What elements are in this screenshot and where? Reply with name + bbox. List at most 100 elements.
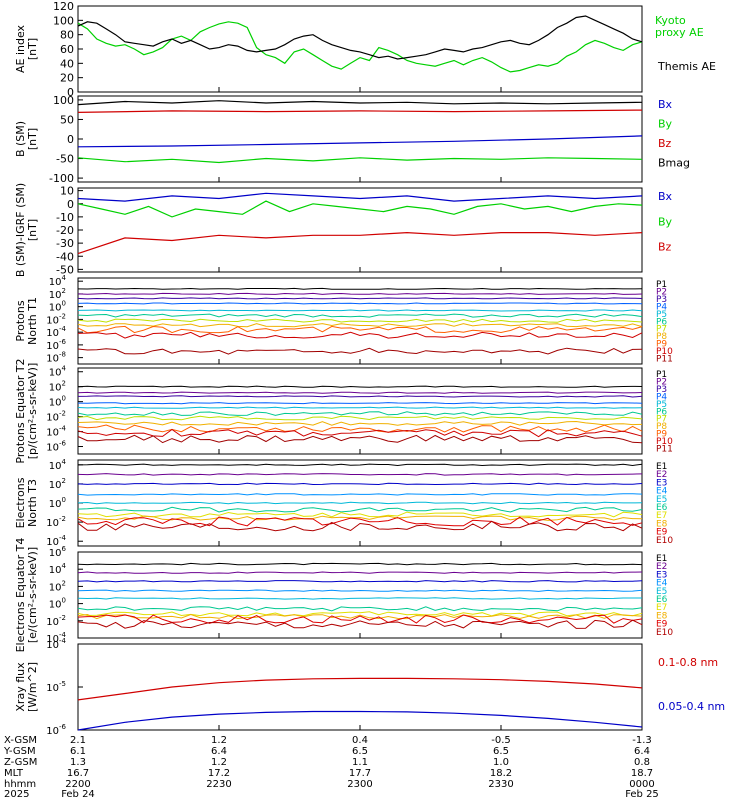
legend-entry-p5: P5: [656, 400, 667, 410]
y-tick-label: 60: [60, 43, 74, 56]
y-axis-label: [nT]: [26, 128, 39, 150]
ephemeris-row-label: 2025: [4, 789, 29, 800]
channel-line-e8: [77, 515, 643, 521]
y-axis-label: Electrons Equator T4: [14, 538, 27, 653]
y-axis-label: [nT]: [26, 219, 39, 241]
ephemeris-value: 2.1: [70, 735, 86, 746]
y-axis-label: [nT]: [26, 38, 39, 60]
series-line-0-05-0-4-nm: [77, 710, 643, 731]
ephemeris-row-label: Y-GSM: [3, 746, 36, 757]
legend-entry-p8: P8: [656, 332, 667, 342]
channel-line-e5: [77, 597, 642, 600]
y-tick-label: 102: [49, 380, 66, 394]
y-tick-label: 10-4: [46, 425, 66, 439]
channel-line-p6: [77, 313, 643, 318]
legend-entry-e3: E3: [656, 478, 667, 488]
ephemeris-value: 1.2: [211, 757, 227, 768]
channel-line-p3: [77, 297, 643, 300]
legend-entry-e1: E1: [656, 462, 667, 472]
legend-entry-p2: P2: [656, 377, 667, 387]
ephemeris-row-label: Z-GSM: [4, 757, 37, 768]
channel-line-e2: [77, 571, 643, 574]
legend-entry-e1: E1: [656, 554, 667, 564]
y-tick-label: 10-6: [46, 723, 66, 737]
channel-line-e1: [77, 463, 643, 467]
channel-line-e2: [77, 473, 643, 476]
ephemeris-value: 6.1: [70, 746, 86, 757]
channel-line-e10: [77, 619, 643, 629]
y-axis-label: North T1: [26, 297, 39, 345]
ephemeris-value: 1.2: [211, 735, 227, 746]
ephemeris-value: 0.8: [634, 757, 650, 768]
channel-line-p5: [77, 406, 643, 409]
y-tick-label: 20: [60, 72, 74, 85]
y-tick-label: 80: [60, 29, 74, 42]
legend-entry-e10: E10: [656, 628, 673, 638]
channel-line-p6: [77, 411, 643, 416]
channel-line-p1: [77, 385, 643, 388]
legend-entry-p7: P7: [656, 325, 667, 335]
channel-line-p8: [77, 420, 643, 426]
channel-line-e8: [77, 613, 643, 620]
legend-entry-bz: Bz: [658, 137, 672, 150]
y-tick-label: -100: [49, 172, 74, 185]
channel-line-p8: [77, 323, 643, 328]
channel-line-p9: [77, 325, 643, 334]
ephemeris-value: -0.5: [491, 735, 511, 746]
channel-line-e4: [77, 493, 643, 496]
legend-entry-e4: E4: [656, 579, 668, 589]
y-axis-label: [e/(cm²-s-sr-keV)]: [26, 547, 39, 643]
legend-entry-p11: P11: [656, 445, 673, 455]
y-axis-label: [W/m^2]: [26, 662, 39, 712]
panel-frame: [77, 187, 643, 273]
series-line-by: [77, 157, 643, 164]
channel-line-p10: [77, 428, 643, 438]
legend-entry-p9: P9: [656, 340, 667, 350]
legend-entry-p8: P8: [656, 422, 667, 432]
channel-line-p7: [77, 415, 643, 421]
legend-entry-kyoto-proxy-ae: Kyoto: [655, 14, 686, 27]
y-axis-label: North T3: [26, 479, 39, 527]
y-tick-label: 10-6: [46, 440, 66, 454]
legend-entry-p1: P1: [656, 370, 667, 380]
y-tick-label: 0: [67, 133, 74, 146]
legend-entry-by: By: [658, 118, 673, 131]
ephemeris-value: 18.7: [631, 768, 653, 779]
legend-entry-by: By: [658, 215, 673, 228]
ephemeris-value: 6.5: [352, 746, 368, 757]
ephemeris-value: 1.3: [70, 757, 86, 768]
legend-entry-e8: E8: [656, 519, 668, 529]
y-tick-label: 100: [49, 597, 66, 611]
legend-entry-e6: E6: [656, 503, 668, 513]
series-line-by: [77, 200, 643, 218]
legend-entry-bmag: Bmag: [658, 157, 690, 170]
legend-entry-bx: Bx: [658, 190, 673, 203]
legend-entry-e2: E2: [656, 562, 667, 572]
legend-entry-p10: P10: [656, 347, 673, 357]
y-axis-label: Electrons: [14, 477, 27, 528]
legend-entry-e9: E9: [656, 528, 668, 538]
legend-entry-e8: E8: [656, 611, 668, 621]
series-line-bx: [77, 192, 643, 202]
series-line-bz: [77, 109, 643, 113]
y-tick-label: 104: [49, 562, 67, 576]
channel-line-p3: [77, 395, 643, 398]
y-tick-label: 10: [60, 185, 74, 198]
ephemeris-value: 18.2: [490, 768, 512, 779]
ephemeris-value: Feb 24: [61, 789, 95, 800]
legend-entry-p5: P5: [656, 310, 667, 320]
series-line-themis-ae: [77, 15, 643, 60]
ephemeris-value: 6.5: [493, 746, 509, 757]
legend-entry-p4: P4: [656, 392, 667, 402]
channel-line-e7: [77, 611, 643, 617]
y-tick-label: 0: [67, 198, 74, 211]
legend-entry-p1: P1: [656, 280, 667, 290]
legend-entry-p9: P9: [656, 430, 667, 440]
legend-entry-p10: P10: [656, 437, 673, 447]
y-tick-label: 120: [53, 0, 74, 13]
series-line-bx: [77, 135, 643, 148]
ephemeris-value: 17.2: [208, 768, 230, 779]
channel-line-e6: [77, 506, 643, 513]
legend-entry-e7: E7: [656, 511, 667, 521]
